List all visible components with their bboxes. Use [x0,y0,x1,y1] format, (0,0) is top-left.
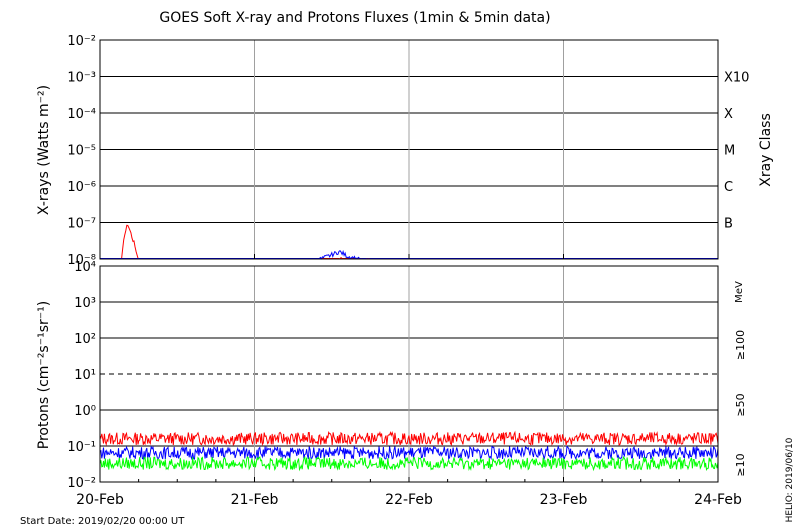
proton-y-tick-label: 10² [74,332,96,347]
proton-y-axis-label: Protons (cm⁻²s⁻¹sr⁻¹) [36,301,52,450]
proton-unit-label: MeV [734,281,745,303]
proton-y-tick-label: 10⁴ [74,260,96,275]
xray-y-tick-label: 10⁻⁸ [67,253,96,268]
xray-class-label: X10 [724,71,749,86]
xray-class-label: X [724,107,733,122]
proton-series-line [99,430,719,447]
xray-gridlines [100,40,718,259]
proton-legend-label: ≥100 [734,330,747,360]
credit-label: HELIO: 2019/06/10 [785,437,795,522]
proton-series [99,430,719,472]
xray-y-tick-label: 10⁻⁶ [67,180,96,195]
proton-series-line [99,455,719,472]
xray-y-tick-label: 10⁻² [67,34,96,49]
xray-y-tick-label: 10⁻⁵ [67,144,96,159]
x-tick-label: 22-Feb [385,492,433,508]
xray-y-ticks: 10⁻⁸ 10⁻⁷ 10⁻⁶ 10⁻⁵ 10⁻⁴ 10⁻³ 10⁻² [67,34,96,268]
chart-title: GOES Soft X-ray and Protons Fluxes (1min… [159,10,550,26]
xray-y-axis-label: X-rays (Watts m⁻²) [36,85,52,215]
proton-y-ticks: 10⁻² 10⁻¹ 10⁰ 10¹ 10² 10³ 10⁴ [67,260,96,491]
xray-class-label: M [724,144,735,159]
xray-class-label: B [724,217,733,232]
xray-class-axis-label: Xray Class [758,113,774,187]
x-tick-label: 24-Feb [694,492,742,508]
x-tick-label: 20-Feb [76,492,124,508]
x-tick-label: 21-Feb [231,492,279,508]
xray-panel: 10⁻⁸ 10⁻⁷ 10⁻⁶ 10⁻⁵ 10⁻⁴ 10⁻³ 10⁻² B C M X X10 X-r… [36,34,774,268]
x-tick-label: 23-Feb [540,492,588,508]
xray-class-labels: B C M X X10 [724,71,749,232]
x-axis-ticks: 20-Feb 21-Feb 22-Feb 23-Feb 24-Feb [76,254,742,508]
proton-y-tick-label: 10⁻¹ [67,440,96,455]
proton-panel: 10⁻² 10⁻¹ 10⁰ 10¹ 10² 10³ 10⁴ ≥10 ≥50 ≥100 MeV P… [36,260,747,491]
xray-y-tick-label: 10⁻⁷ [67,217,96,232]
start-date-label: Start Date: 2019/02/20 00:00 UT [20,516,185,527]
proton-y-tick-label: 10⁻² [67,476,96,491]
proton-legend-label: ≥10 [734,453,747,476]
proton-legend: ≥10 ≥50 ≥100 [734,330,747,477]
xray-y-tick-label: 10⁻⁴ [67,107,96,122]
proton-legend-label: ≥50 [734,393,747,416]
proton-y-tick-label: 10³ [74,296,96,311]
proton-y-tick-label: 10⁰ [74,404,96,419]
proton-series-line [99,444,719,461]
xray-y-tick-label: 10⁻³ [67,71,96,86]
proton-gridlines [100,266,718,482]
proton-y-tick-label: 10¹ [74,368,96,383]
xray-class-label: C [724,180,733,195]
